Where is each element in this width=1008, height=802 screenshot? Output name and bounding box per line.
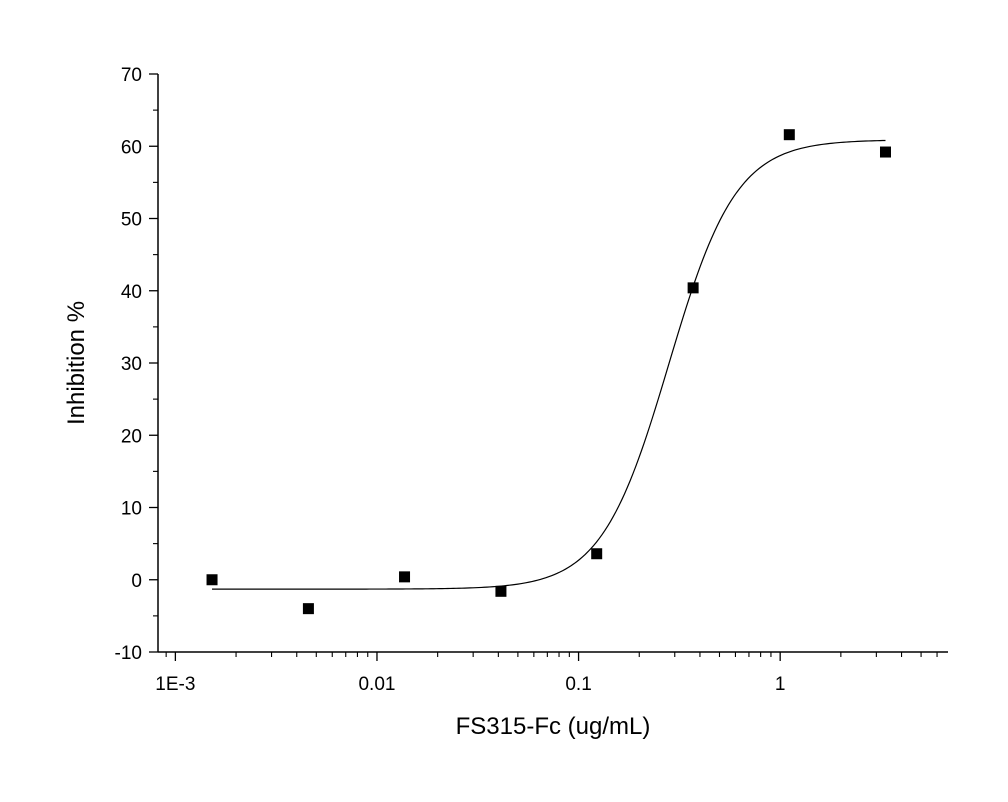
fit-curve bbox=[212, 139, 886, 590]
data-point bbox=[783, 129, 795, 141]
x-ticks: 1E-3 0.01 0.1 1 bbox=[155, 652, 938, 695]
y-tick-label: 0 bbox=[131, 571, 142, 592]
y-tick-label: -10 bbox=[115, 643, 142, 664]
data-point bbox=[591, 548, 603, 560]
x-tick-label: 0.01 bbox=[358, 674, 395, 695]
y-tick-label: 60 bbox=[121, 137, 142, 158]
y-axis: -10 0 10 20 30 40 50 60 70 bbox=[115, 65, 159, 664]
y-ticks: -10 0 10 20 30 40 50 60 70 bbox=[115, 65, 158, 664]
plot-area bbox=[206, 129, 891, 615]
data-point bbox=[206, 574, 218, 586]
data-point bbox=[302, 603, 314, 615]
x-axis-title: FS315-Fc (ug/mL) bbox=[456, 713, 651, 740]
x-axis: 1E-3 0.01 0.1 1 bbox=[155, 651, 948, 695]
x-tick-label: 0.1 bbox=[565, 674, 591, 695]
y-axis-title: Inhibition % bbox=[63, 301, 90, 425]
x-tick-label: 1 bbox=[775, 674, 786, 695]
data-point bbox=[879, 146, 891, 158]
data-point bbox=[495, 585, 507, 597]
data-points bbox=[206, 129, 891, 615]
y-tick-label: 40 bbox=[121, 282, 142, 303]
y-tick-label: 10 bbox=[121, 499, 142, 520]
y-tick-label: 50 bbox=[121, 210, 142, 231]
data-point bbox=[687, 282, 699, 294]
y-tick-label: 20 bbox=[121, 426, 142, 447]
data-point bbox=[399, 571, 411, 583]
x-tick-label: 1E-3 bbox=[155, 674, 195, 695]
y-tick-label: 30 bbox=[121, 354, 142, 375]
y-tick-label: 70 bbox=[121, 65, 142, 86]
